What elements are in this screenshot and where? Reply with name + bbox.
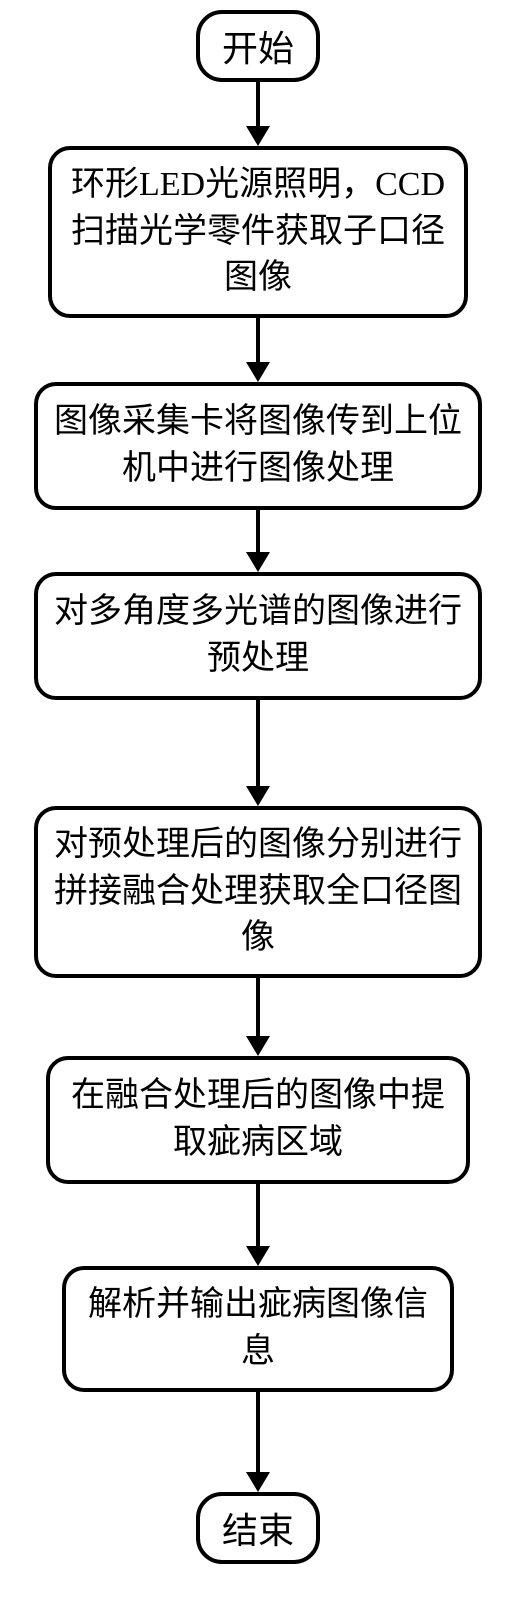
flowchart-arrow (246, 1392, 270, 1492)
flowchart-arrow (246, 82, 270, 146)
flowchart-process-step4: 对预处理后的图像分别进行拼接融合处理获取全口径图像 (34, 806, 482, 978)
node-label: 对多角度多光谱的图像进行预处理 (50, 589, 466, 683)
node-label: 在融合处理后的图像中提取疵病区域 (62, 1073, 454, 1167)
node-label: 开始 (222, 20, 294, 72)
flowchart-arrow (246, 978, 270, 1056)
flowchart-arrow (246, 510, 270, 572)
node-label: 对预处理后的图像分别进行拼接融合处理获取全口径图像 (50, 822, 466, 963)
flowchart-process-step1: 环形LED光源照明，CCD扫描光学零件获取子口径图像 (48, 146, 468, 318)
flowchart-container: 开始 环形LED光源照明，CCD扫描光学零件获取子口径图像 图像采集卡将图像传到… (0, 0, 516, 1607)
flowchart-arrow (246, 318, 270, 382)
flowchart-arrow (246, 700, 270, 806)
flowchart-process-step3: 对多角度多光谱的图像进行预处理 (34, 572, 482, 700)
flowchart-terminal-start: 开始 (196, 10, 320, 82)
node-label: 结束 (222, 1502, 294, 1554)
node-label: 图像采集卡将图像传到上位机中进行图像处理 (50, 399, 466, 493)
flowchart-process-step6: 解析并输出疵病图像信息 (62, 1266, 454, 1392)
node-label: 解析并输出疵病图像信息 (78, 1282, 438, 1376)
flowchart-terminal-end: 结束 (196, 1492, 320, 1564)
flowchart-process-step2: 图像采集卡将图像传到上位机中进行图像处理 (34, 382, 482, 510)
node-label: 环形LED光源照明，CCD扫描光学零件获取子口径图像 (64, 162, 452, 303)
flowchart-process-step5: 在融合处理后的图像中提取疵病区域 (46, 1056, 470, 1184)
flowchart-arrow (246, 1184, 270, 1266)
